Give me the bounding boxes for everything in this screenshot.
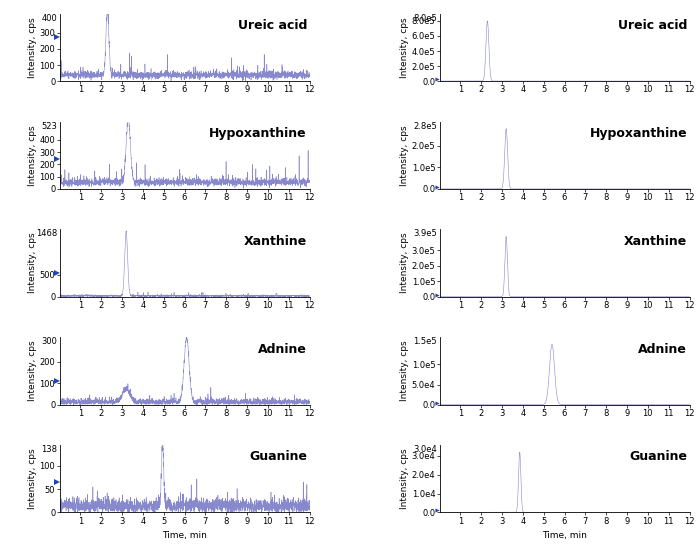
Text: Guanine: Guanine <box>249 450 307 464</box>
Text: 8.0e5: 8.0e5 <box>413 14 437 22</box>
Text: Guanine: Guanine <box>629 450 687 464</box>
Text: 300: 300 <box>41 337 57 346</box>
Text: Adnine: Adnine <box>258 342 307 356</box>
X-axis label: Time, min: Time, min <box>542 531 587 540</box>
Y-axis label: Intensity, cps: Intensity, cps <box>400 340 409 401</box>
Y-axis label: Intensity, cps: Intensity, cps <box>28 340 37 401</box>
Y-axis label: Intensity, cps: Intensity, cps <box>28 17 36 78</box>
Text: 1468: 1468 <box>36 230 57 238</box>
Y-axis label: Intensity, cps: Intensity, cps <box>400 448 409 509</box>
Text: 523: 523 <box>41 122 57 130</box>
Text: 1.5e5: 1.5e5 <box>414 337 437 346</box>
Y-axis label: Intensity, cps: Intensity, cps <box>400 125 409 186</box>
Text: 2.8e5: 2.8e5 <box>413 122 437 130</box>
Text: Hypoxanthine: Hypoxanthine <box>589 127 687 140</box>
Text: 3.9e5: 3.9e5 <box>413 230 437 238</box>
X-axis label: Time, min: Time, min <box>162 531 207 540</box>
Y-axis label: Intensity, cps: Intensity, cps <box>400 233 409 293</box>
Text: 3.0e4: 3.0e4 <box>413 445 437 454</box>
Text: Adnine: Adnine <box>638 342 687 356</box>
Text: Hypoxanthine: Hypoxanthine <box>209 127 307 140</box>
Text: Ureic acid: Ureic acid <box>617 19 687 32</box>
Text: Xanthine: Xanthine <box>244 235 307 248</box>
Text: 400: 400 <box>41 14 57 22</box>
Y-axis label: Intensity, cps: Intensity, cps <box>28 448 37 509</box>
Text: Ureic acid: Ureic acid <box>237 19 307 32</box>
Y-axis label: Intensity, cps: Intensity, cps <box>28 233 37 293</box>
Y-axis label: Intensity, cps: Intensity, cps <box>28 125 36 186</box>
Text: Xanthine: Xanthine <box>624 235 687 248</box>
Y-axis label: Intensity, cps: Intensity, cps <box>400 17 409 78</box>
Text: 138: 138 <box>41 445 57 454</box>
